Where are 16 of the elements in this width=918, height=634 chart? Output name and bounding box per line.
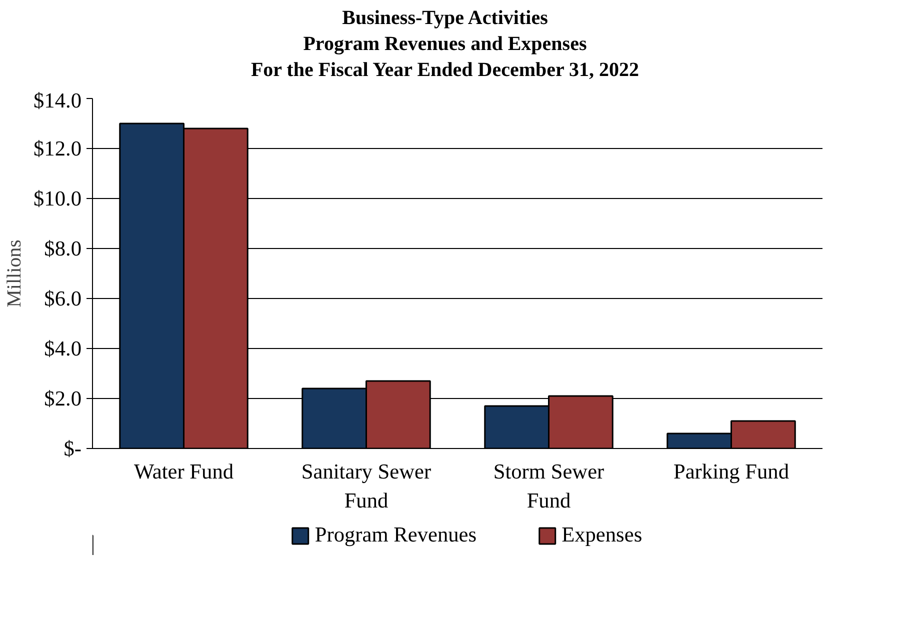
y-tick-label: $4.0 [44,336,82,360]
x-tick-label: Storm Sewer Fund [493,460,604,512]
chart-title: Business-Type Activities Program Revenues and Expenses For the Fiscal Year Ended December 31, 2022 [250,6,640,83]
x-tick-label: Sanitary Sewer Fund [301,460,432,512]
y-tick-label: $10.0 [34,186,82,210]
y-tick-label: $6.0 [44,286,82,310]
legend-label: Program Revenues [314,522,477,548]
x-tick-label: Parking Fund [673,460,790,484]
y-tick-label: $12.0 [34,136,82,160]
x-tick-label: Water Fund [134,460,234,484]
y-tick-label: $2.0 [44,386,82,410]
y-axis-title: Millions [4,239,26,308]
y-tick-label: $8.0 [44,236,82,260]
legend-label: Expenses [562,522,642,548]
y-tick-label: $14.0 [34,88,82,112]
y-tick-label: $- [64,436,82,460]
